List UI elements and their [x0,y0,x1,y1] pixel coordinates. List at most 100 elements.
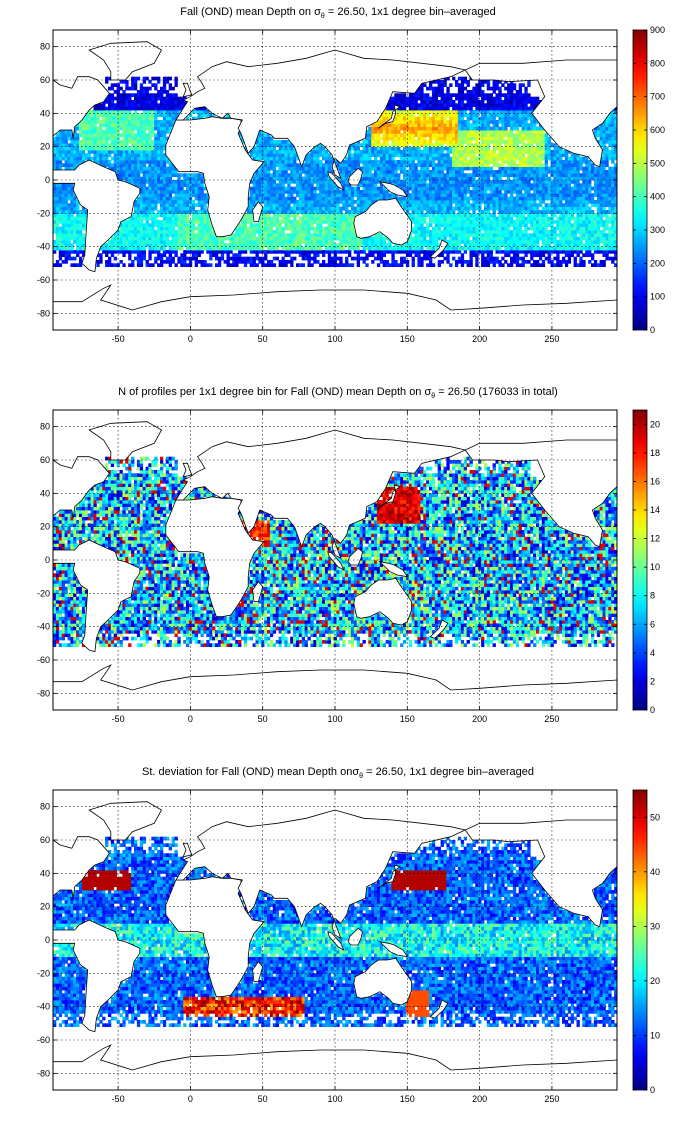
heatmap-cell [455,203,459,207]
heatmap-cell [463,186,467,191]
heatmap-cell [530,166,534,171]
heatmap-cell [350,200,355,204]
heatmap-cell [53,250,57,254]
heatmap-cell [585,180,589,184]
heatmap-cell [596,230,601,234]
heatmap-cell [165,226,170,231]
heatmap-cell [457,240,462,244]
heatmap-cell [188,246,193,251]
heatmap-cell [501,180,505,184]
heatmap-cell [241,256,245,261]
heatmap-cell [136,180,141,184]
heatmap-cell [484,160,488,164]
heatmap-cell [287,240,291,244]
heatmap-cell [339,170,343,174]
heatmap-cell [564,190,569,194]
heatmap-cell [411,260,415,264]
heatmap-cell [440,160,444,164]
heatmap-cell [261,163,265,167]
heatmap-cell [275,213,279,217]
heatmap-cell [145,173,149,177]
heatmap-cell [264,183,268,187]
heatmap-cell [611,156,615,161]
heatmap-cell [307,166,311,171]
heatmap-cell [518,236,522,241]
heatmap-cell [290,226,294,231]
heatmap-cell [507,223,511,227]
heatmap-cell [452,246,456,251]
heatmap-cell [446,243,450,247]
heatmap-cell [183,180,187,184]
heatmap-cell [58,226,63,231]
heatmap-cell [541,183,546,187]
heatmap-cell [489,250,493,254]
heatmap-cell [429,246,433,251]
heatmap-cell [385,176,389,181]
heatmap-cell [203,200,207,204]
heatmap-cell [275,170,279,174]
heatmap-cell [157,190,161,194]
heatmap-cell [359,193,363,197]
heatmap-cell [99,160,103,164]
heatmap-cell [148,200,152,204]
heatmap-cell [119,223,123,227]
heatmap-cell [359,180,363,184]
heatmap-cell [215,263,219,267]
heatmap-cell [174,186,178,191]
heatmap-cell [290,243,294,247]
heatmap-cell [411,176,415,181]
heatmap-cell [290,230,294,234]
heatmap-cell [53,166,57,171]
heatmap-cell [269,226,274,231]
heatmap-cell [356,260,360,264]
heatmap-cell [408,153,413,157]
heatmap-cell [330,250,334,254]
heatmap-cell [431,166,436,171]
heatmap-cell [345,220,349,224]
heatmap-cell [570,200,574,204]
heatmap-cell [81,243,86,247]
heatmap-cell [585,176,589,181]
heatmap-cell [411,230,415,234]
heatmap-cell [562,180,566,184]
heatmap-cell [76,216,80,221]
heatmap-cell [547,223,551,227]
heatmap-cell [614,186,617,191]
heatmap-cell [246,230,251,234]
heatmap-cell [128,263,132,267]
heatmap-cell [55,243,60,247]
heatmap-cell [611,170,615,174]
heatmap-cell [168,203,172,207]
heatmap-cell [139,240,144,244]
heatmap-cell [481,263,485,267]
heatmap-cell [365,176,369,181]
heatmap-cell [345,230,349,234]
heatmap-cell [330,216,334,221]
heatmap-cell [417,243,421,247]
heatmap-cell [570,203,574,207]
heatmap-cell [232,233,236,237]
heatmap-cell [547,233,551,237]
heatmap-cell [504,246,508,251]
heatmap-cell [376,253,381,257]
heatmap-cell [313,210,317,214]
heatmap-cell [322,260,326,264]
heatmap-cell [293,246,297,251]
heatmap-cell [333,246,337,251]
heatmap-cell [81,156,86,161]
heatmap-cell [512,250,517,254]
heatmap-cell [76,220,80,224]
heatmap-cell [591,230,595,234]
heatmap-cell [307,233,311,237]
heatmap-cell [148,210,152,214]
heatmap-cell [501,206,505,211]
heatmap-cell [157,183,161,187]
heatmap-cell [576,203,580,207]
heatmap-cell [457,220,462,224]
heatmap-cell [400,200,404,204]
heatmap-cell [596,176,601,181]
heatmap-cell [463,180,467,184]
heatmap-cell [544,186,548,191]
heatmap-cell [460,200,465,204]
heatmap-cell [304,243,308,247]
